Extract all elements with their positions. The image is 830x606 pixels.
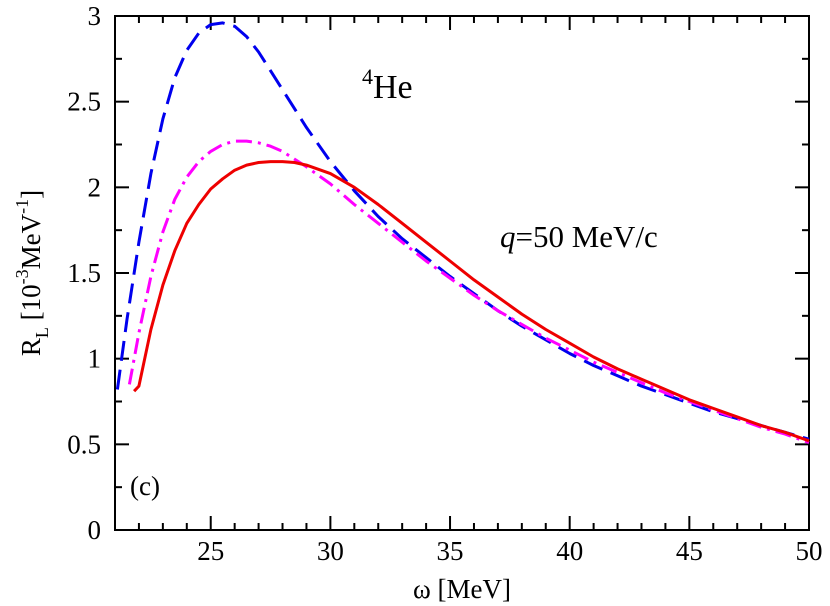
momentum-value: =50 MeV/c	[516, 219, 658, 254]
y-tick-label: 3	[88, 1, 102, 31]
nucleus-symbol: He	[373, 69, 413, 106]
y-axis-unit-exponent-2: -1	[12, 199, 32, 214]
x-tick-label: 40	[556, 536, 583, 566]
x-tick-label: 25	[197, 536, 224, 566]
y-axis-title: RL [10-3MeV-1]	[12, 190, 52, 356]
y-tick-label: 2	[88, 172, 102, 202]
x-tick-label: 50	[796, 536, 823, 566]
y-axis-unit-prefix: [10	[16, 284, 46, 327]
y-tick-label: 1	[88, 344, 102, 374]
nucleus-label: 4He	[362, 64, 413, 106]
series-line-solid	[133, 160, 810, 443]
y-tick-label: 0.5	[67, 429, 101, 459]
plot-frame	[114, 15, 810, 531]
series-line-dashed	[115, 21, 810, 441]
nucleus-mass: 4	[362, 64, 373, 89]
y-axis-subscript: L	[32, 327, 52, 338]
y-axis-unit-mid: MeV	[16, 213, 46, 269]
axis-ticks	[115, 15, 810, 531]
y-axis-unit-suffix: ]	[16, 190, 46, 199]
y-tick-label: 1.5	[67, 258, 101, 288]
series-layer	[115, 21, 810, 445]
series-line-dash-dot	[127, 139, 810, 445]
axis-tick-labels: 25 30 35 40 45 50 0 0.5 1 1.5 2 2.5 3	[67, 1, 822, 566]
momentum-label: q=50 MeV/c	[500, 219, 658, 254]
momentum-symbol: q	[500, 219, 516, 254]
y-axis-symbol: R	[16, 338, 46, 356]
y-axis-unit-exponent: -3	[12, 269, 32, 284]
x-axis-title: ω [MeV]	[413, 574, 511, 604]
x-tick-label: 30	[317, 536, 344, 566]
y-tick-label: 2.5	[67, 87, 101, 117]
y-tick-label: 0	[88, 515, 102, 545]
x-tick-label: 45	[676, 536, 703, 566]
x-tick-label: 35	[437, 536, 464, 566]
panel-label: (c)	[130, 471, 160, 501]
